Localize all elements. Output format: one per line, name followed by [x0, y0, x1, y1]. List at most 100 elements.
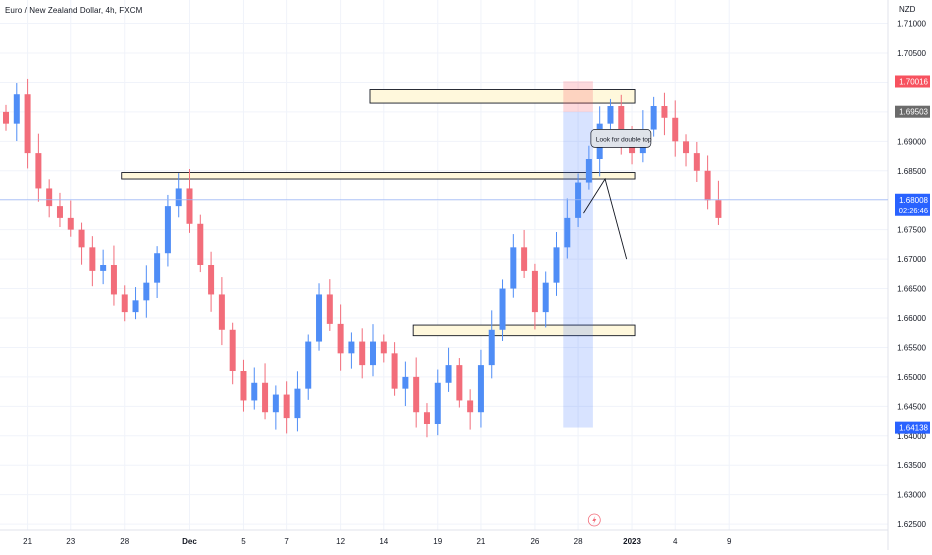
- price-tick-label: 1.64500: [897, 402, 926, 411]
- candle-body: [251, 382, 258, 401]
- candle-body: [607, 106, 614, 124]
- candle-body: [326, 294, 333, 324]
- currency-label: NZD: [899, 5, 916, 14]
- time-tick-label: 23: [66, 537, 75, 546]
- candle-body: [46, 188, 53, 207]
- candle-body: [510, 247, 517, 289]
- candle-body: [661, 106, 668, 118]
- candle-body: [110, 265, 117, 295]
- candle-body: [89, 247, 96, 271]
- candle-body: [423, 412, 430, 424]
- candle-body: [704, 170, 711, 201]
- price-tick-label: 1.62500: [897, 520, 926, 529]
- candle-body: [445, 365, 452, 383]
- price-tick-label: 1.63000: [897, 491, 926, 500]
- time-tick-label: Dec: [182, 537, 197, 546]
- candle-body: [391, 353, 398, 389]
- zone-top-resistance: [369, 89, 636, 104]
- time-tick-label: 4: [673, 537, 678, 546]
- candle-body: [575, 182, 582, 218]
- candle-body: [164, 206, 171, 254]
- price-tick-label: 1.63500: [897, 461, 926, 470]
- candle-body: [542, 282, 549, 313]
- time-tick-label: 21: [23, 537, 32, 546]
- price-tick-label: 1.66500: [897, 285, 926, 294]
- price-tick-label: 1.65000: [897, 373, 926, 382]
- candle-body: [488, 329, 495, 366]
- candle-body: [402, 376, 409, 389]
- price-tick-label: 1.70500: [897, 49, 926, 58]
- candle-body: [78, 229, 85, 248]
- candle-body: [348, 341, 355, 354]
- candle-body: [197, 223, 204, 265]
- candle-body: [262, 382, 269, 413]
- candle-body: [218, 294, 225, 330]
- candle-body: [186, 188, 193, 224]
- candle-body: [229, 329, 236, 371]
- candle-body: [143, 282, 150, 301]
- candle-body: [100, 265, 107, 271]
- zone-mid-resistance: [121, 172, 636, 180]
- candle-body: [434, 382, 441, 424]
- candle-body: [650, 106, 657, 130]
- price-tick-label: 1.67000: [897, 255, 926, 264]
- candle-body: [359, 341, 366, 366]
- candle-body: [283, 394, 290, 419]
- candle-body: [208, 265, 215, 295]
- lightning-icon-glyph: [592, 516, 597, 524]
- candle-body: [121, 294, 128, 313]
- position-stop-area: [563, 81, 593, 112]
- projection-path: [583, 177, 628, 260]
- price-tag-label: 1.70016: [899, 78, 928, 87]
- time-tick-label: 7: [284, 537, 289, 546]
- time-tick-label: 26: [530, 537, 539, 546]
- candle-body: [3, 111, 9, 124]
- lightning-icon: [587, 513, 601, 527]
- price-tick-label: 1.66000: [897, 314, 926, 323]
- candle-body: [683, 141, 690, 154]
- candle-body: [456, 365, 463, 401]
- candle-body: [499, 288, 506, 330]
- candle-body: [618, 106, 625, 142]
- candle-body: [24, 94, 31, 154]
- callout-text: Look for double top: [596, 136, 652, 143]
- callout-box: [590, 129, 652, 148]
- price-tag: [895, 421, 930, 434]
- candle-body: [154, 253, 161, 283]
- price-tick-label: 1.64000: [897, 432, 926, 441]
- candle-body: [370, 341, 376, 366]
- candle-body: [56, 206, 63, 218]
- candle-body: [564, 217, 571, 248]
- price-tag: [895, 193, 930, 216]
- price-tag-label: 1.69503: [899, 108, 928, 117]
- price-tick-label: 1.68500: [897, 167, 926, 176]
- candle-body: [13, 94, 20, 124]
- symbol-title: Euro / New Zealand Dollar, 4h, FXCM: [5, 6, 143, 15]
- candle-body: [337, 323, 344, 354]
- price-tag: [895, 75, 930, 88]
- candle-body: [380, 341, 387, 354]
- price-tick-label: 1.69000: [897, 137, 926, 146]
- candle-body: [715, 200, 722, 218]
- candle-body: [531, 270, 538, 313]
- candle-body: [693, 153, 700, 171]
- time-tick-label: 28: [574, 537, 583, 546]
- candle-body: [672, 117, 679, 142]
- price-tag-sublabel: 02:26:46: [899, 206, 928, 215]
- candle-body: [553, 247, 560, 283]
- candle-body: [521, 247, 528, 271]
- candle-body: [175, 188, 182, 207]
- time-tick-label: 12: [336, 537, 345, 546]
- candle-body: [413, 376, 420, 413]
- candle-body: [35, 153, 42, 189]
- time-tick-label: 9: [727, 537, 732, 546]
- candle-body: [316, 294, 323, 342]
- price-tick-label: 1.65500: [897, 343, 926, 352]
- candle-body: [305, 341, 312, 389]
- candle-body: [67, 217, 74, 230]
- candle-body: [585, 159, 592, 183]
- price-tag: [895, 105, 930, 118]
- candle-body: [294, 388, 301, 419]
